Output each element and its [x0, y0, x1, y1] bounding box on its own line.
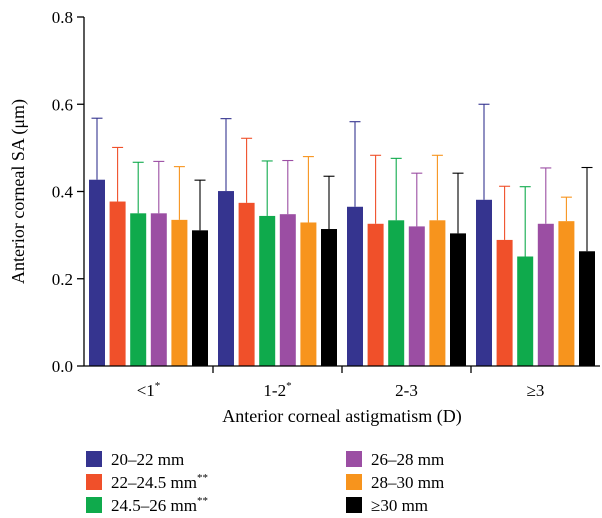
bar	[300, 222, 317, 366]
y-tick-label: 0.8	[52, 8, 73, 27]
bar	[537, 223, 554, 366]
bar	[579, 251, 595, 366]
bar	[476, 199, 492, 366]
x-tick-label: 1-2*	[263, 380, 291, 400]
bar	[259, 215, 276, 366]
x-tick-label: 2-3	[395, 381, 418, 400]
x-tick-label-text: ≥3	[527, 381, 545, 400]
bar	[130, 213, 147, 366]
bar	[429, 220, 446, 366]
bar	[367, 223, 384, 366]
legend-label-sup: **	[197, 495, 208, 507]
legend-label-text: 20–22 mm	[111, 450, 184, 469]
legend-label: 28–30 mm	[371, 473, 444, 492]
bar	[450, 233, 466, 366]
legend-label-sup: **	[197, 472, 208, 484]
legend-item: 22–24.5 mm**	[86, 472, 208, 492]
legend-item: 26–28 mm	[346, 450, 444, 469]
bar	[192, 230, 208, 366]
legend-label-text: 26–28 mm	[371, 450, 444, 469]
bar	[238, 202, 255, 366]
x-tick-label-text: 2-3	[395, 381, 418, 400]
legend-label: 26–28 mm	[371, 450, 444, 469]
bar	[150, 213, 167, 366]
x-axis-title: Anterior corneal astigmatism (D)	[222, 406, 461, 427]
bar	[496, 239, 513, 366]
legend-label-text: 28–30 mm	[371, 473, 444, 492]
bar	[89, 179, 105, 366]
bars-group	[89, 103, 595, 366]
y-tick-label: 0.0	[52, 357, 73, 376]
x-tick-label-sup: *	[155, 380, 161, 392]
legend-label-text: ≥30 mm	[371, 496, 428, 515]
bar	[171, 219, 188, 366]
x-tick-label: ≥3	[527, 381, 545, 400]
legend-label: 24.5–26 mm**	[111, 495, 208, 515]
legend-item: 24.5–26 mm**	[86, 495, 208, 515]
legend-swatch	[86, 451, 102, 467]
bar	[517, 256, 534, 366]
legend-swatch	[86, 474, 102, 490]
y-axis-title: Anterior corneal SA (μm)	[8, 99, 29, 284]
legend-item: ≥30 mm	[346, 496, 428, 515]
legend-swatch	[86, 497, 102, 513]
legend-swatch	[346, 451, 362, 467]
legend-label-text: 22–24.5 mm	[111, 473, 197, 492]
legend-item: 20–22 mm	[86, 450, 184, 469]
legend-label: 22–24.5 mm**	[111, 472, 208, 492]
x-tick-label-sup: *	[286, 380, 292, 392]
y-tick-label: 0.6	[52, 95, 73, 114]
legend-item: 28–30 mm	[346, 473, 444, 492]
ticks-group: 0.00.20.40.60.8<1* 1-2* 2-3 ≥3	[52, 8, 545, 400]
bar	[321, 229, 337, 366]
bar	[558, 221, 575, 366]
legend-swatch	[346, 497, 362, 513]
x-tick-label-text: <1	[137, 381, 155, 400]
x-tick-label-text: 1-2	[263, 381, 286, 400]
y-tick-label: 0.4	[52, 183, 74, 202]
y-tick-label: 0.2	[52, 270, 73, 289]
bar	[218, 191, 234, 366]
bar	[109, 201, 126, 366]
bar	[408, 226, 425, 366]
x-tick-label: <1*	[137, 380, 161, 400]
legend-label: ≥30 mm	[371, 496, 428, 515]
bar	[388, 220, 405, 366]
legend-label: 20–22 mm	[111, 450, 184, 469]
bar	[279, 214, 296, 366]
bar	[347, 206, 363, 366]
legend-label-text: 24.5–26 mm	[111, 496, 197, 515]
legend-swatch	[346, 474, 362, 490]
